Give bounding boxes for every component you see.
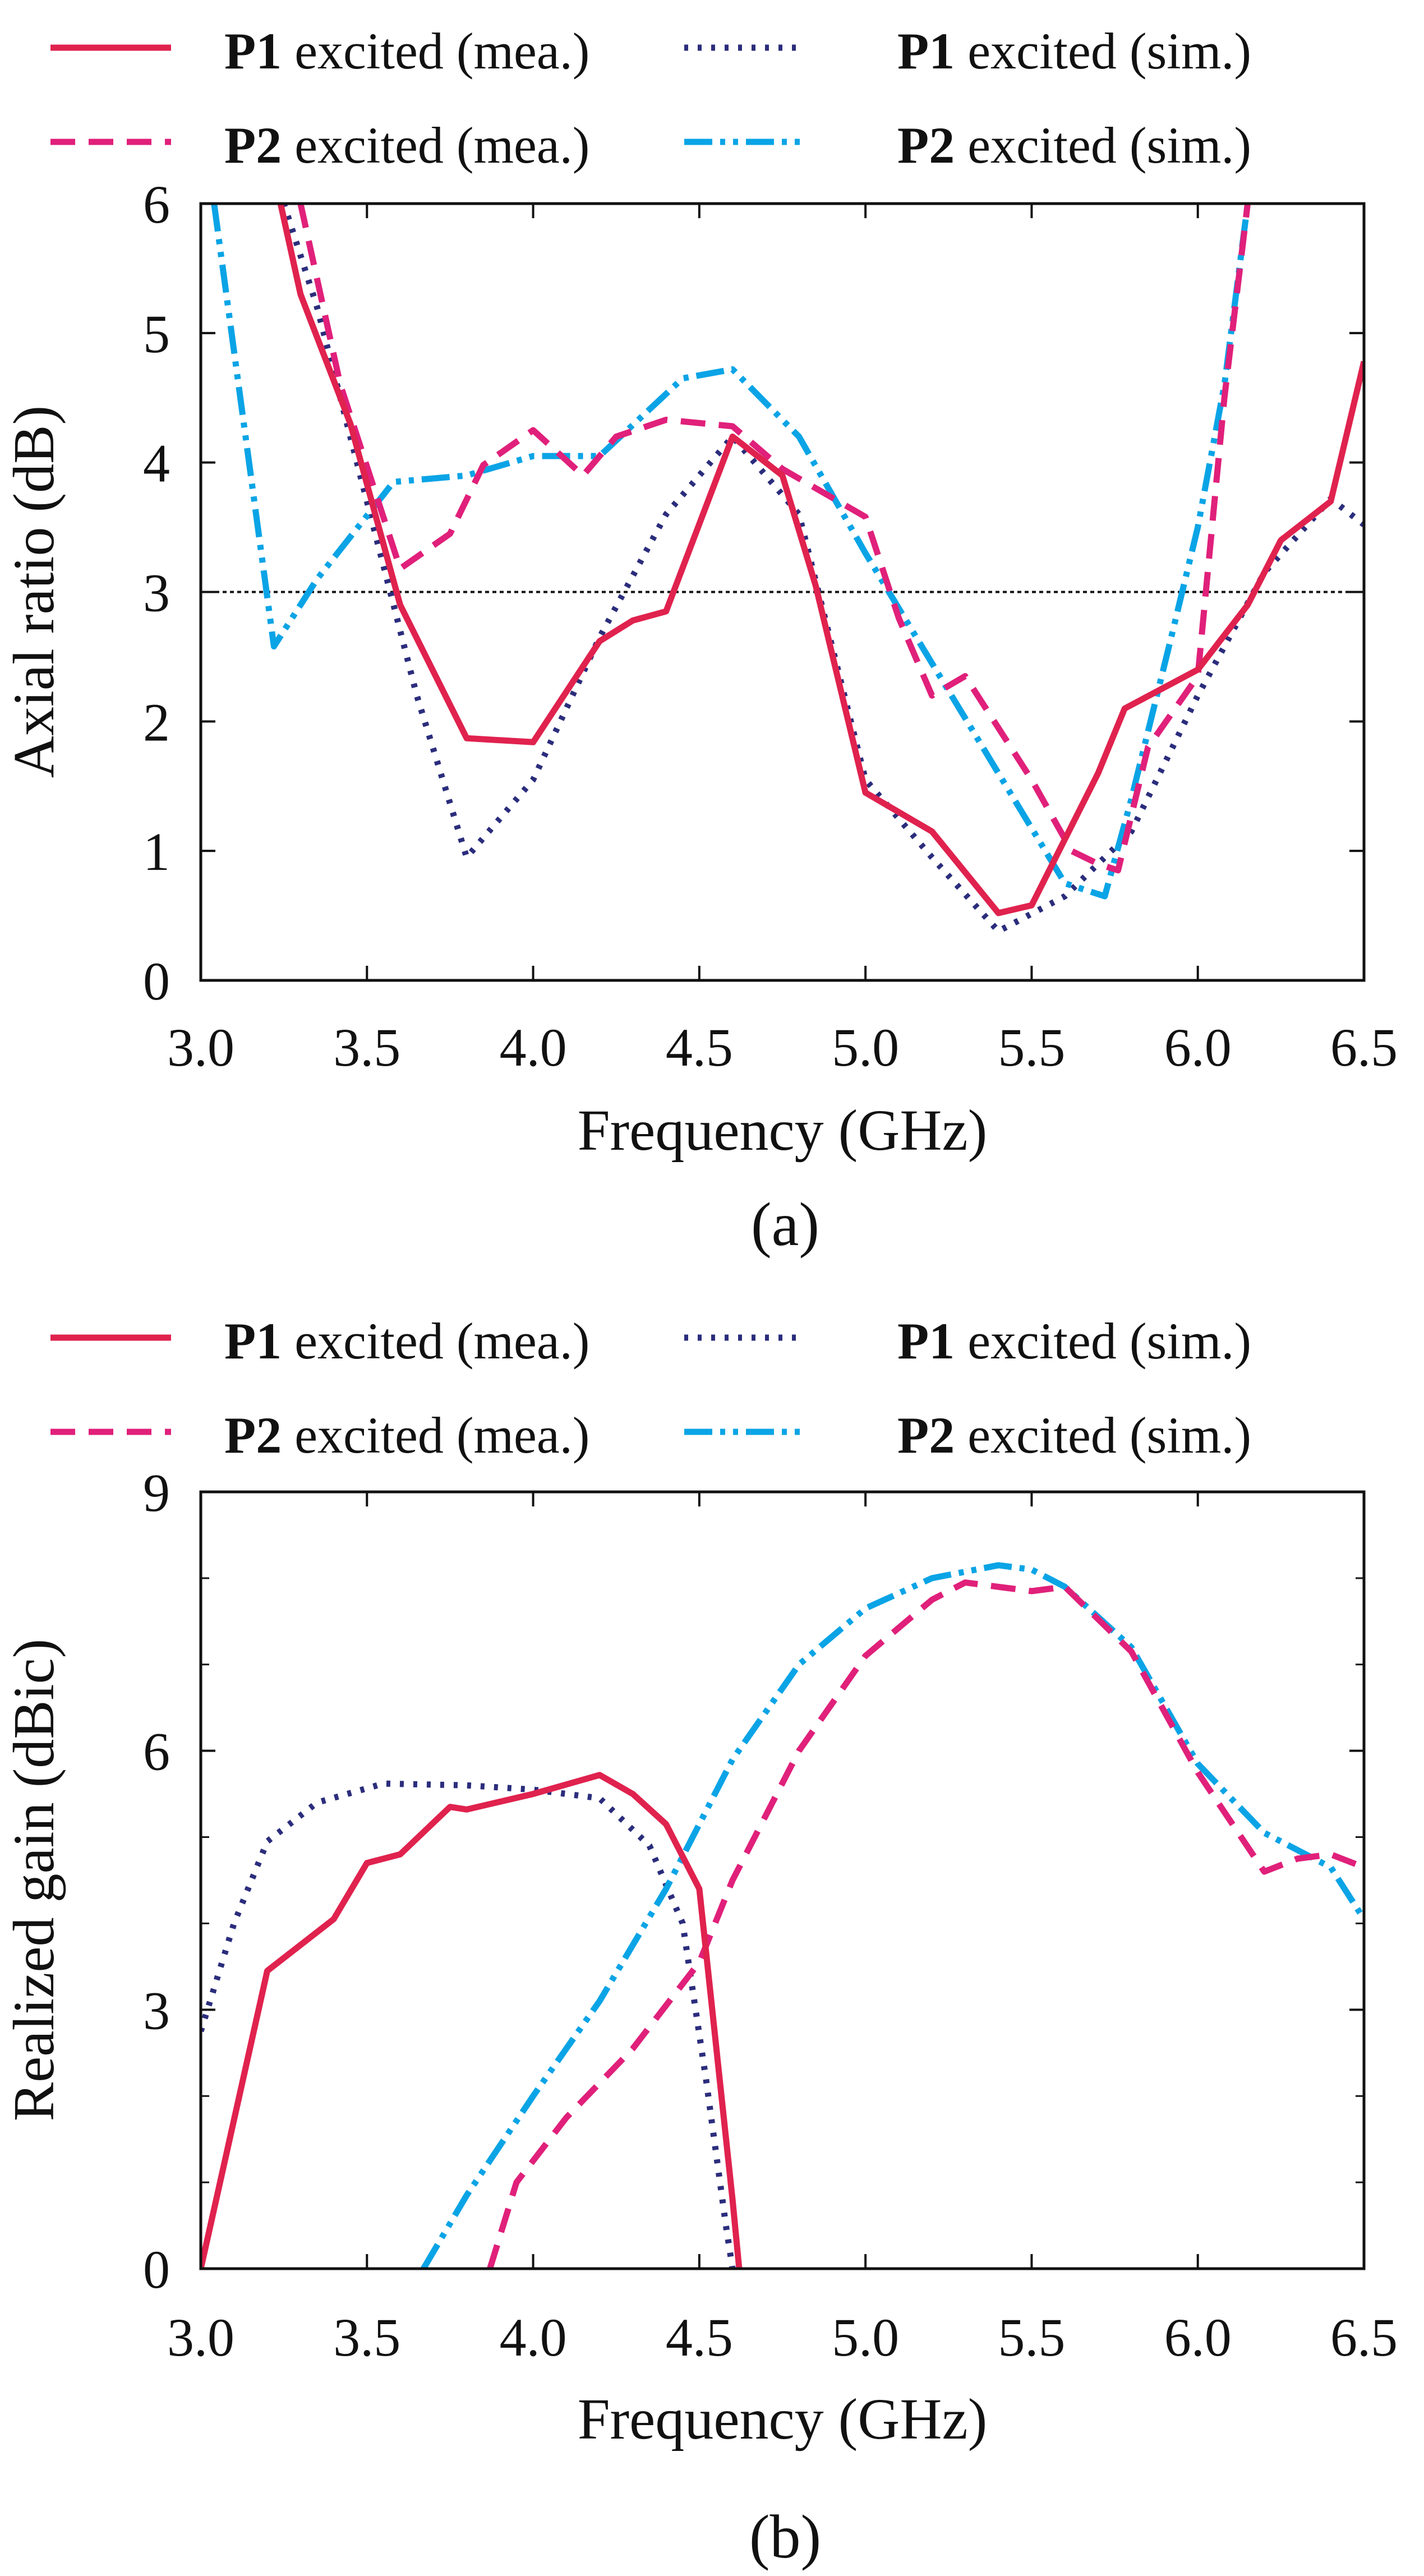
- y-tick-label: 3: [143, 1980, 170, 2040]
- legend-entry-desc: excited (sim.): [955, 1407, 1251, 1464]
- x-tick-label: 6.5: [1330, 1017, 1398, 1077]
- series-line-p1-excited-mea: [277, 204, 1364, 916]
- series-line-p2-excited-sim: [211, 204, 1251, 900]
- legend-entry: P1 excited (mea.): [224, 1312, 589, 1370]
- y-axis-title: Axial ratio (dB): [2, 405, 66, 778]
- series-line-p2-excited-mea: [297, 204, 1251, 874]
- legend-entry-port: P1: [224, 22, 282, 80]
- chart-realized-gain: 3.0 3.5 4.0 4.5 5.0 5.5 6.0 6.5 0 3 6 9 Frequency (G…: [2, 1312, 1398, 2451]
- x-tick-label: 5.5: [998, 2307, 1065, 2367]
- panel-label-b: (b): [749, 2503, 821, 2571]
- legend-entry: P2 excited (sim.): [897, 1407, 1251, 1464]
- y-tick-label: 2: [143, 692, 170, 752]
- legend-entry: P1 excited (sim.): [897, 22, 1251, 80]
- x-tick-label: 4.5: [666, 1017, 733, 1077]
- series-line-p2-excited-mea: [487, 1579, 1364, 2269]
- series-line-p1-excited-sim: [280, 204, 1364, 934]
- y-tick-label: 3: [143, 563, 170, 623]
- legend-entry-desc: excited (sim.): [955, 22, 1251, 80]
- y-axis-title: Realized gain (dBic): [2, 1639, 66, 2122]
- legend-entry-port: P2: [897, 117, 955, 174]
- legend-entry: P2 excited (mea.): [224, 1407, 589, 1464]
- y-tick-label: 5: [143, 304, 170, 364]
- y-tick-label: 4: [143, 434, 170, 494]
- x-tick-label: 3.5: [333, 1017, 400, 1077]
- legend-entry-port: P1: [897, 1312, 955, 1370]
- legend-entry: P1 excited (sim.): [897, 1312, 1251, 1370]
- x-tick-label: 6.5: [1330, 2307, 1398, 2367]
- x-tick-label: 5.0: [832, 2307, 899, 2367]
- plot-frame: [199, 202, 1366, 982]
- y-tick-label: 0: [143, 951, 170, 1011]
- y-tick-label: 6: [143, 1722, 170, 1782]
- legend-entry-port: P1: [224, 1312, 282, 1370]
- legend-entry-desc: excited (mea.): [282, 22, 589, 80]
- x-tick-label: 5.5: [998, 1017, 1065, 1077]
- y-tick-label: 9: [143, 1463, 170, 1523]
- legend-entry: P2 excited (sim.): [897, 117, 1251, 174]
- legend-entry-port: P2: [897, 1407, 955, 1464]
- legend-entry-desc: excited (sim.): [955, 117, 1251, 174]
- x-axis-title: Frequency (GHz): [578, 2387, 988, 2451]
- legend-entry-port: P2: [224, 1407, 282, 1464]
- chart-axial-ratio: 3.0 3.5 4.0 4.5 5.0 5.5 6.0 6.5 0 1 2 3 4 5 6 Frequency…: [2, 22, 1398, 1163]
- x-tick-label: 6.0: [1164, 2307, 1232, 2367]
- legend-entry-desc: excited (mea.): [282, 117, 589, 174]
- legend-entry-port: P2: [224, 117, 282, 174]
- series-line-p2-excited-sim: [421, 1562, 1364, 2269]
- legend-entry-desc: excited (mea.): [282, 1407, 589, 1464]
- y-tick-label: 6: [143, 174, 170, 234]
- series-line-p1-excited-mea: [201, 1772, 743, 2269]
- y-tick-label: 1: [143, 822, 170, 882]
- x-tick-label: 5.0: [832, 1017, 899, 1077]
- legend-entry: P2 excited (mea.): [224, 117, 589, 174]
- x-tick-label: 3.0: [167, 2307, 234, 2367]
- legend-entry-port: P1: [897, 22, 955, 80]
- x-tick-label: 4.5: [666, 2307, 733, 2367]
- x-tick-label: 3.0: [167, 1017, 234, 1077]
- legend-entry-desc: excited (sim.): [955, 1312, 1251, 1370]
- x-tick-label: 4.0: [500, 1017, 567, 1077]
- x-tick-label: 6.0: [1164, 1017, 1232, 1077]
- legend-entry-desc: excited (mea.): [282, 1312, 589, 1370]
- panel-label-a: (a): [751, 1190, 819, 1259]
- x-tick-label: 4.0: [500, 2307, 567, 2367]
- y-tick-label: 0: [143, 2239, 170, 2299]
- legend-entry: P1 excited (mea.): [224, 22, 589, 80]
- x-axis-title: Frequency (GHz): [578, 1098, 988, 1163]
- plot-frame: [199, 1490, 1366, 2270]
- x-tick-label: 3.5: [333, 2307, 400, 2367]
